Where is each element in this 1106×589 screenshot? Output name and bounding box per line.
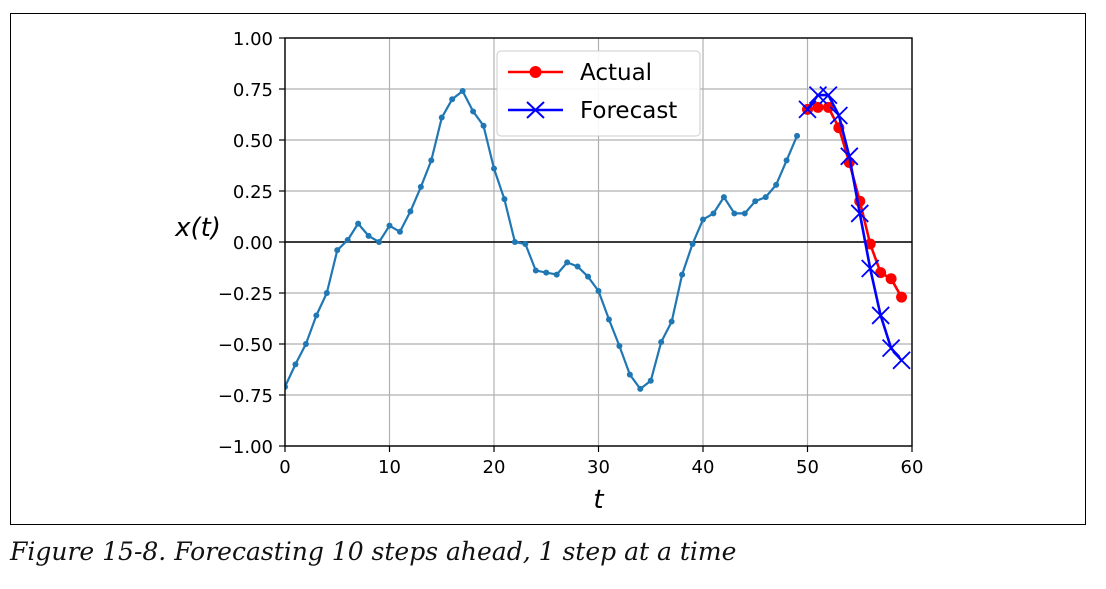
data-point <box>574 263 581 270</box>
data-point <box>875 267 887 279</box>
data-point <box>840 147 859 166</box>
data-point <box>428 157 435 164</box>
data-point <box>386 222 393 229</box>
y-tick-label: −0.50 <box>218 335 273 356</box>
data-point <box>798 100 817 119</box>
actual-series <box>802 101 908 303</box>
x-tick-label: 40 <box>692 457 715 478</box>
y-tick-label: 0.25 <box>233 182 273 203</box>
data-point <box>794 132 801 139</box>
x-tick-label: 0 <box>279 457 290 478</box>
data-point <box>637 385 644 392</box>
data-point <box>658 338 665 345</box>
data-point <box>470 108 477 115</box>
x-axis-label: t <box>593 485 604 515</box>
data-point <box>773 181 780 188</box>
data-point <box>885 273 897 285</box>
data-point <box>480 122 487 129</box>
figure-caption: Figure 15-8. Forecasting 10 steps ahead,… <box>10 537 737 566</box>
data-point <box>396 228 403 235</box>
legend-actual-label: Actual <box>580 60 652 86</box>
data-point <box>292 361 299 368</box>
data-point <box>323 290 330 296</box>
data-point <box>668 318 675 325</box>
data-point <box>616 343 623 350</box>
legend-actual-marker <box>529 66 542 78</box>
data-point <box>752 198 759 205</box>
y-tick-label: 0.75 <box>233 80 273 101</box>
history-series <box>285 88 801 392</box>
forecast-series <box>798 85 911 370</box>
data-point <box>302 341 309 347</box>
data-point <box>896 291 908 303</box>
data-point <box>626 371 633 378</box>
x-tick-label: 50 <box>796 457 819 478</box>
data-point <box>564 259 571 266</box>
data-point <box>344 236 351 243</box>
data-point <box>892 351 911 370</box>
data-point <box>501 196 508 203</box>
data-point <box>710 210 717 217</box>
data-point <box>438 114 445 121</box>
data-point <box>491 165 497 172</box>
data-point <box>689 241 696 248</box>
data-point <box>871 306 890 325</box>
legend-forecast-marker <box>526 101 545 119</box>
data-point <box>850 204 869 223</box>
x-tick-label: 10 <box>378 457 401 478</box>
data-point <box>595 287 602 294</box>
data-point <box>313 312 320 319</box>
data-point <box>334 247 341 254</box>
axis-ticks: 0 10 20 30 40 50 60 1.00 0.75 0.50 0.25 0.00 −0.25 −0… <box>218 29 924 478</box>
y-tick-label: −0.25 <box>218 284 273 305</box>
y-tick-label: −1.00 <box>218 437 273 458</box>
data-point <box>822 101 834 113</box>
legend-forecast-label: Forecast <box>580 98 677 124</box>
data-point <box>812 101 824 113</box>
data-point <box>605 316 612 323</box>
data-point <box>679 271 686 278</box>
y-axis-label: x(t) <box>174 213 221 243</box>
data-point <box>365 232 372 239</box>
data-point <box>881 338 901 358</box>
data-point <box>731 210 738 217</box>
x-tick-label: 60 <box>901 457 924 478</box>
data-point <box>459 88 466 95</box>
data-point <box>741 210 748 217</box>
data-point <box>511 239 518 245</box>
data-point <box>355 220 362 227</box>
x-tick-label: 20 <box>483 457 506 478</box>
data-point <box>522 241 529 248</box>
data-point <box>449 96 456 103</box>
data-point <box>417 183 424 190</box>
data-point <box>720 194 727 201</box>
data-point <box>585 273 592 280</box>
y-tick-label: −0.75 <box>218 386 273 407</box>
series-layer <box>285 85 911 392</box>
y-tick-label: 0.00 <box>233 233 273 254</box>
data-point <box>543 269 550 276</box>
data-point <box>376 239 383 245</box>
line-chart: 0 10 20 30 40 50 60 1.00 0.75 0.50 0.25 0.00 −0.25 −0… <box>174 29 924 515</box>
chart-legend: Actual Forecast <box>496 50 701 137</box>
y-tick-label: 0.50 <box>233 131 273 152</box>
x-tick-label: 30 <box>587 457 610 478</box>
data-point <box>532 267 539 274</box>
data-point <box>783 157 790 164</box>
series-line <box>806 93 903 362</box>
data-point <box>864 238 876 250</box>
data-point <box>553 271 560 278</box>
data-point <box>647 377 654 384</box>
data-point <box>407 208 414 215</box>
data-point <box>762 194 769 201</box>
data-point <box>285 383 288 390</box>
data-point <box>829 106 848 125</box>
data-point <box>861 259 880 278</box>
y-tick-label: 1.00 <box>233 29 273 50</box>
data-point <box>819 85 838 105</box>
data-point <box>700 216 706 223</box>
